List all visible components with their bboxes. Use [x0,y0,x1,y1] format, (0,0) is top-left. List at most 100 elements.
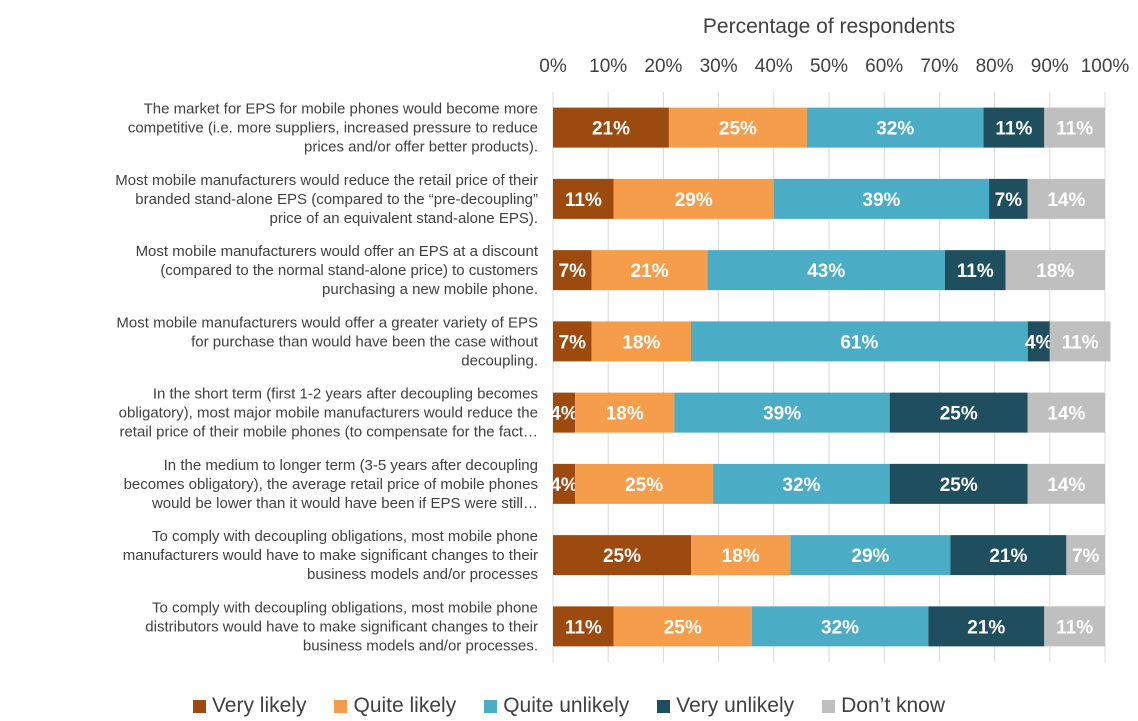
data-label: 32% [876,119,914,140]
category-label: Most mobile manufacturers would offer an… [136,243,539,260]
category-label: competitive (i.e. more suppliers, increa… [128,120,538,137]
data-label: 4% [550,475,578,496]
legend-label: Quite likely [353,694,457,717]
category-label: Most mobile manufacturers would offer a … [116,314,538,331]
category-labels: The market for EPS for mobile phones wou… [115,101,539,655]
bar-segment [1049,321,1111,362]
x-tick-label: 60% [865,56,903,77]
category-label: In the medium to longer term (3-5 years … [164,457,538,474]
data-label: 7% [559,261,587,282]
bar-segment [989,178,1028,219]
data-label: 32% [782,475,820,496]
bar-segment [1027,321,1050,362]
category-label: manufacturers would have to make signifi… [123,547,538,564]
data-label: 25% [940,404,978,425]
data-label: 11% [1056,119,1093,140]
legend-item: Don’t know [822,694,945,718]
category-label: becomes obligatory), the average retail … [124,476,538,493]
bar-segment [553,321,592,362]
category-label: distributors would have to make signific… [145,618,538,635]
bar-segment [553,535,691,576]
legend-item: Very unlikely [657,694,794,718]
data-label: 11% [995,119,1032,140]
data-label: 11% [565,190,602,211]
category-label: price of an equivalent stand-alone EPS). [270,210,539,227]
legend-swatch [192,699,206,713]
x-tick-label: 10% [589,56,627,77]
data-label: 14% [1047,190,1085,211]
category-label: branded stand-alone EPS (compared to the… [135,191,538,208]
x-tick-label: 40% [755,56,793,77]
data-label: 7% [995,190,1023,211]
data-label: 18% [1036,261,1074,282]
legend-item: Quite likely [334,694,456,718]
category-label: Most mobile manufacturers would reduce t… [115,172,538,189]
category-label: retail price of their mobile phones (to … [119,424,538,441]
bar-segment [1005,250,1105,291]
bar-segment [889,463,1028,504]
bar-segment [1044,107,1105,148]
bar-segment [691,535,791,576]
data-label: 11% [1062,332,1099,353]
bar-segment [773,178,990,219]
bar-segment [613,606,752,647]
bar-segment [553,178,614,219]
data-label: 29% [675,190,713,211]
bar-segment [983,107,1045,148]
x-axis-ticks: 0% 10% 20% 30% 40% 50% 60% 70% 80% 90% 100% [539,56,1129,77]
bar-segment [806,107,984,148]
data-label: 18% [622,332,660,353]
legend-label: Quite unlikely [503,694,630,717]
bar-segment [713,463,890,504]
legend-swatch [334,699,348,713]
legend-swatch [657,699,671,713]
data-label: 43% [807,261,845,282]
data-label: 11% [565,617,602,638]
x-axis-title: Percentage of respondents [703,15,955,38]
gridlines [552,92,1106,662]
data-label: 11% [1056,617,1093,638]
bar-segment [1044,606,1105,647]
bar-segment [591,250,708,291]
bar-segment [591,321,691,362]
data-label: 4% [550,404,578,425]
data-label: 39% [763,404,801,425]
bar-segment [1027,392,1105,433]
data-label: 21% [631,261,669,282]
category-label: for purchase than would have been the ca… [191,333,539,350]
bar-segment [691,321,1028,362]
legend-label: Very unlikely [676,694,795,717]
data-label: 32% [821,617,859,638]
category-label: business models and/or processes [307,566,538,583]
bar-segment [944,250,1006,291]
bar-segment [553,250,592,291]
bar-segment [1027,463,1105,504]
category-label: (compared to the normal stand-alone pric… [160,262,538,279]
legend-swatch [484,699,498,713]
bars: 21% 25% 32% 11% 11% 11% 29% 39% 7% 14% 7% 21% 43% 11%… [550,107,1111,647]
bar-segment [1027,178,1105,219]
bar-segment [668,107,807,148]
bar-segment [575,392,675,433]
data-label: 11% [957,261,994,282]
category-label: The market for EPS for mobile phones wou… [144,101,538,118]
bar-segment [613,178,774,219]
data-label: 25% [625,475,663,496]
data-label: 21% [989,546,1027,567]
bar-segment [1066,535,1105,576]
category-label: decoupling. [461,352,538,369]
legend-swatch [822,699,836,713]
x-tick-label: 80% [976,56,1014,77]
bar-segment [751,606,929,647]
data-label: 25% [664,617,702,638]
x-tick-label: 50% [810,56,848,77]
data-label: 4% [1025,332,1053,353]
data-label: 25% [603,546,641,567]
data-label: 61% [840,332,878,353]
bar-segment [707,250,945,291]
bar-segment [674,392,890,433]
data-label: 25% [940,475,978,496]
x-tick-label: 20% [644,56,682,77]
x-tick-label: 0% [539,56,567,77]
category-label: prices and/or offer better products). [304,139,538,156]
